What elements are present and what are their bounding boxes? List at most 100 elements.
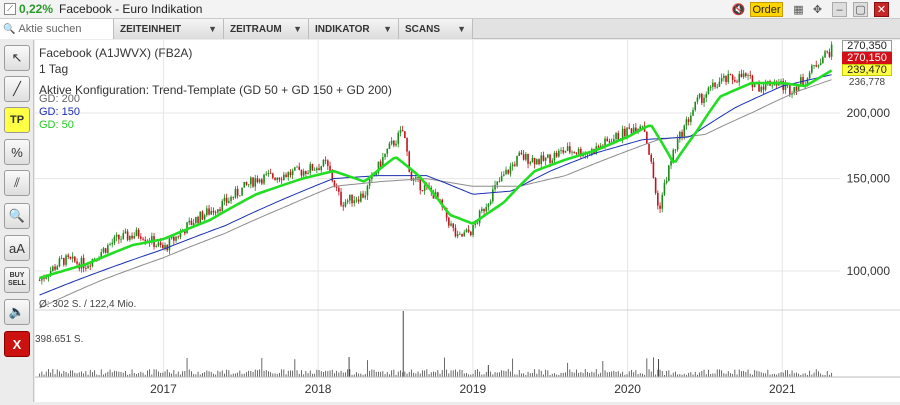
candle-body — [401, 130, 404, 132]
candle-body — [115, 234, 118, 237]
candle-body — [547, 154, 549, 158]
candle-body — [617, 133, 620, 140]
candle-body — [467, 229, 470, 232]
sound-button[interactable]: 🔈 — [4, 299, 30, 325]
search-icon: 🔍 — [3, 23, 16, 35]
candle-body — [456, 234, 459, 237]
candle-body — [476, 223, 479, 224]
sell-label: SELL — [8, 280, 26, 287]
candle-body — [679, 131, 681, 140]
mute-icon[interactable]: 🔇 — [731, 4, 746, 16]
candle-body — [415, 177, 417, 179]
menu-scans[interactable]: SCANS ▼ — [399, 19, 473, 39]
candle-body — [316, 168, 318, 170]
candle-body — [448, 217, 450, 226]
x-axis-labels: 2017 2018 2019 2020 2021 — [150, 382, 796, 396]
candle-body — [254, 178, 257, 187]
candle-body — [100, 252, 103, 258]
close-icon[interactable]: ✕ — [874, 2, 889, 17]
app-icon: ⟋ — [4, 3, 16, 15]
move-icon[interactable]: ✥ — [812, 4, 823, 16]
candle-body — [212, 210, 215, 213]
candle-body — [808, 72, 811, 79]
pointer-tool-button[interactable]: ↖ — [4, 45, 30, 71]
candle-body — [85, 268, 87, 269]
buy-sell-button[interactable]: BUY SELL — [4, 267, 30, 293]
candle-body — [393, 140, 395, 146]
order-button[interactable]: Order — [750, 2, 783, 17]
candle-body — [184, 230, 186, 234]
candle-body — [382, 157, 384, 167]
candle-body — [736, 81, 738, 83]
candle-body — [41, 278, 43, 281]
candle-body — [111, 242, 114, 245]
restore-icon[interactable]: ▢ — [853, 2, 868, 17]
candle-body — [375, 172, 378, 175]
candle-body — [569, 146, 571, 153]
volume-bars — [39, 311, 833, 377]
candle-body — [564, 150, 567, 153]
layout-icon[interactable]: ▦ — [793, 4, 804, 16]
x-tick-label: 2019 — [460, 382, 487, 396]
candle-body — [747, 75, 749, 76]
candle-body — [819, 63, 822, 66]
y-tick-label: 150,000 — [847, 172, 891, 186]
search-input[interactable]: 🔍 Aktie suchen — [0, 19, 114, 39]
close-chart-button[interactable]: X — [4, 331, 30, 357]
candle-body — [822, 57, 824, 64]
menu-zeiteinheit[interactable]: ZEITEINHEIT ▼ — [114, 19, 224, 39]
candle-body — [144, 239, 147, 241]
percent-tool-button[interactable]: % — [4, 139, 30, 165]
candle-body — [252, 177, 254, 187]
candle-body — [192, 223, 195, 225]
candle-body — [47, 276, 50, 278]
search-placeholder: Aktie suchen — [18, 23, 82, 35]
trend-template-button[interactable]: TP — [4, 107, 30, 133]
candle-body — [349, 194, 351, 201]
chart-area[interactable]: 200,000 150,000 100,000 2017 2018 2019 2020 20… — [35, 40, 900, 402]
candle-body — [764, 81, 767, 90]
candle-body — [261, 179, 263, 184]
candle-body — [219, 209, 221, 211]
candle-body — [267, 173, 270, 174]
zoom-tool-button[interactable]: 🔍 — [4, 203, 30, 229]
candle-body — [560, 150, 562, 151]
candle-body — [179, 231, 182, 238]
candle-body — [162, 244, 164, 249]
candle-body — [518, 152, 521, 156]
candle-body — [580, 148, 582, 157]
candle-body — [241, 187, 243, 196]
channel-tool-button[interactable]: ⫽ — [4, 170, 30, 196]
candle-body — [698, 93, 701, 98]
menu-indikator[interactable]: INDIKATOR ▼ — [309, 19, 399, 39]
text-tool-button[interactable]: aA — [4, 235, 30, 261]
candle-body — [324, 159, 327, 161]
menu-label: SCANS — [405, 23, 441, 35]
line-tool-button[interactable]: ╱ — [4, 76, 30, 102]
candle-body — [157, 242, 160, 246]
menu-zeitraum[interactable]: ZEITRAUM ▼ — [224, 19, 309, 39]
candle-body — [648, 143, 650, 155]
candle-body — [342, 205, 345, 207]
candle-body — [753, 83, 756, 88]
candle-body — [687, 119, 690, 122]
candle-body — [551, 160, 554, 163]
candle-body — [531, 158, 534, 163]
candle-body — [118, 234, 120, 240]
candle-body — [599, 145, 602, 148]
candle-body — [364, 195, 367, 198]
candle-body — [604, 138, 606, 147]
candle-body — [745, 73, 747, 76]
candle-body — [366, 185, 369, 196]
candle-body — [830, 44, 833, 57]
minimize-icon[interactable]: – — [832, 2, 847, 17]
price-last-badge: 270,150 — [842, 52, 892, 64]
candle-body — [210, 210, 213, 215]
candle-body — [459, 233, 461, 235]
window-titlebar: ⟋ 0,22% Facebook - Euro Indikation 🔇 Ord… — [0, 0, 900, 19]
candle-body — [243, 181, 246, 188]
candle-body — [311, 164, 314, 171]
candle-body — [173, 236, 175, 241]
candle-body — [151, 236, 153, 243]
